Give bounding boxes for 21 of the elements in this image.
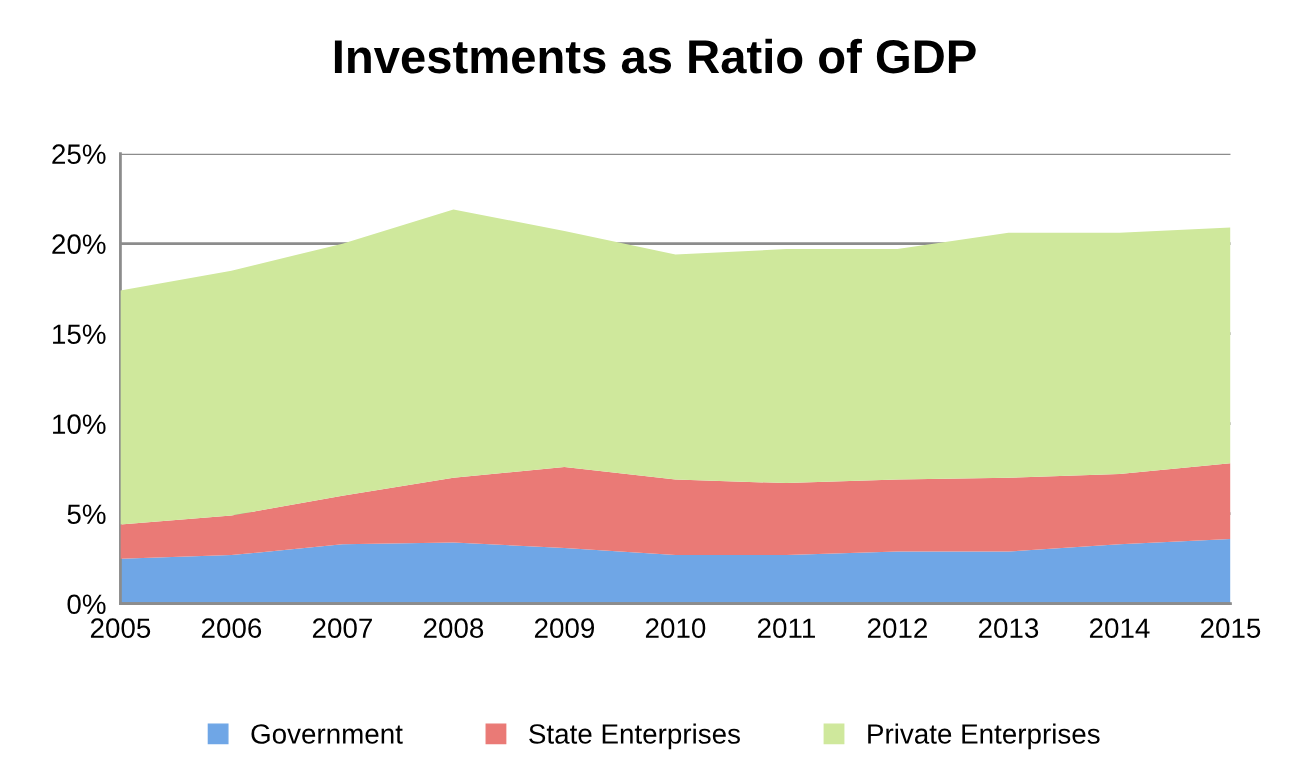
x-tick-label: 2006 — [201, 618, 262, 639]
x-tick-label: 2010 — [645, 618, 706, 639]
x-tick-label: 2011 — [757, 618, 815, 639]
x-tick-label: 2007 — [312, 618, 372, 639]
y-tick-label: 5% — [67, 504, 106, 525]
legend-label: State Enterprises — [529, 723, 740, 750]
x-tick-label: 2014 — [1089, 618, 1150, 639]
x-tick-label: 2005 — [90, 618, 151, 639]
x-tick-label: 2012 — [867, 618, 927, 639]
x-tick-label: 2008 — [423, 618, 484, 639]
legend-label: Private Enterprises — [868, 723, 1100, 750]
y-tick-label: 10% — [53, 414, 106, 435]
x-tick-label: 2009 — [534, 618, 595, 639]
y-tick-label: 15% — [53, 324, 106, 345]
legend-label: Government — [251, 724, 403, 744]
y-tick-label: 25% — [52, 144, 106, 164]
y-tick-label: 0% — [67, 594, 106, 615]
x-tick-label: 2015 — [1200, 618, 1261, 639]
y-tick-label: 20% — [52, 234, 106, 254]
x-tick-label: 2013 — [978, 618, 1039, 639]
chart-title: Investments as Ratio of GDP — [334, 38, 976, 74]
